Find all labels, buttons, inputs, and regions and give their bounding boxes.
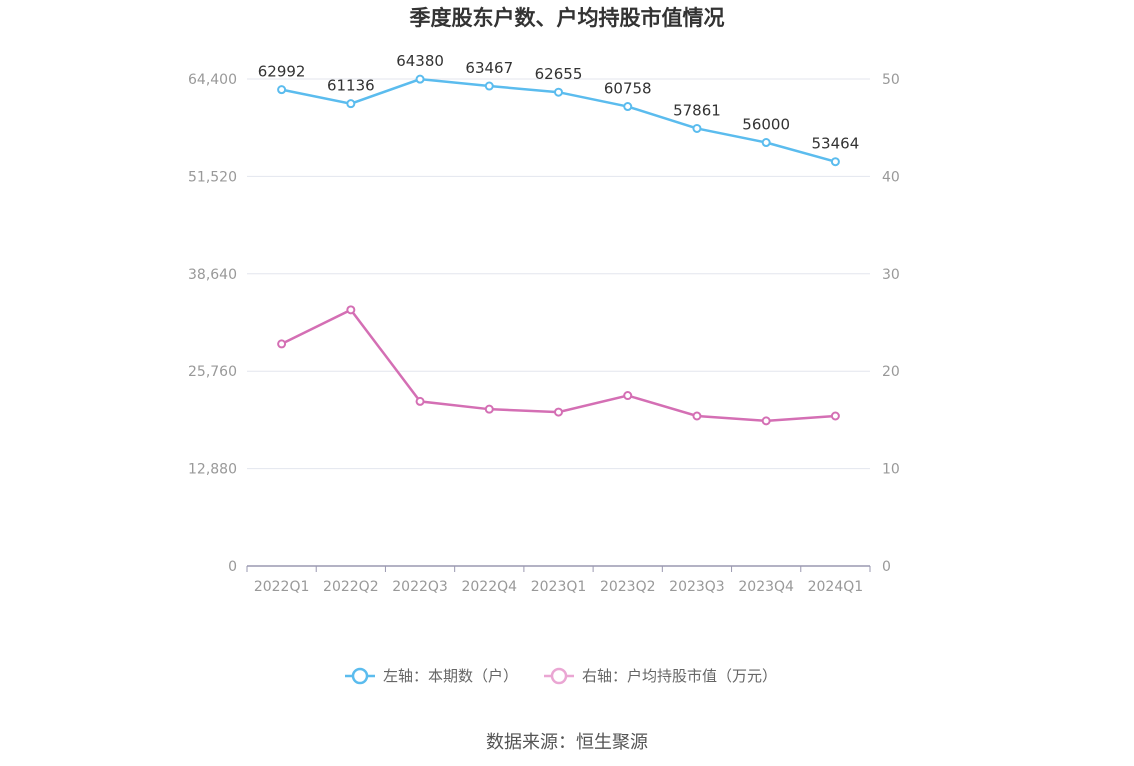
data-point bbox=[346, 305, 356, 315]
data-point bbox=[761, 138, 771, 148]
left-tick-label: 0 bbox=[228, 559, 237, 575]
left-tick-label: 51,520 bbox=[188, 169, 237, 185]
data-point bbox=[415, 74, 425, 84]
left-tick-label: 64,400 bbox=[188, 72, 237, 88]
x-tick-label: 2024Q1 bbox=[808, 579, 864, 595]
legend-marker bbox=[351, 667, 369, 685]
left-tick-label: 25,760 bbox=[188, 364, 237, 380]
data-label: 60758 bbox=[604, 80, 652, 98]
data-label: 64380 bbox=[396, 52, 444, 70]
legend-label: 右轴：户均持股市值（万元） bbox=[582, 667, 777, 685]
left-tick-label: 12,880 bbox=[188, 462, 237, 478]
data-point bbox=[830, 411, 840, 421]
data-point bbox=[415, 396, 425, 406]
legend-item: 右轴：户均持股市值（万元） bbox=[544, 667, 777, 685]
right-tick-label: 0 bbox=[882, 559, 891, 575]
axes: 0 0 12,880 10 25,760 20 38,640 30 51,520 40 64,400… bbox=[188, 72, 900, 595]
data-label: 63467 bbox=[465, 59, 513, 77]
x-tick-label: 2022Q2 bbox=[323, 579, 379, 595]
left-tick-label: 38,640 bbox=[188, 267, 237, 283]
data-point bbox=[277, 85, 287, 95]
data-label: 61136 bbox=[327, 77, 375, 95]
series-2 bbox=[277, 305, 840, 426]
data-point bbox=[692, 411, 702, 421]
grid bbox=[247, 78, 870, 470]
right-tick-label: 20 bbox=[882, 364, 900, 380]
right-tick-label: 50 bbox=[882, 72, 900, 88]
data-label: 53464 bbox=[812, 135, 860, 153]
x-tick-label: 2023Q2 bbox=[600, 579, 656, 595]
right-tick-label: 30 bbox=[882, 267, 900, 283]
legend: 左轴：本期数（户） 右轴：户均持股市值（万元） bbox=[345, 667, 777, 685]
data-point bbox=[554, 407, 563, 417]
data-point bbox=[761, 416, 771, 426]
source-text: 数据来源：恒生聚源 bbox=[486, 732, 648, 753]
x-tick-label: 2023Q1 bbox=[531, 579, 587, 595]
legend-label: 左轴：本期数（户） bbox=[383, 667, 518, 685]
data-point bbox=[623, 391, 633, 401]
legend-item: 左轴：本期数（户） bbox=[345, 667, 518, 685]
data-label: 62655 bbox=[535, 65, 583, 83]
series: 62992 61136 64380 63467 62655 60758 57861 56000… bbox=[258, 52, 860, 426]
data-label: 62992 bbox=[258, 63, 306, 81]
data-point bbox=[346, 99, 356, 109]
x-tick-label: 2023Q3 bbox=[669, 579, 725, 595]
x-tick-label: 2022Q1 bbox=[254, 579, 310, 595]
data-point bbox=[554, 87, 563, 97]
right-tick-label: 40 bbox=[882, 169, 900, 185]
data-point bbox=[484, 404, 494, 414]
data-label: 57861 bbox=[673, 101, 721, 119]
chart-title: 季度股东户数、户均持股市值情况 bbox=[410, 6, 725, 30]
right-tick-label: 10 bbox=[882, 462, 900, 478]
data-point bbox=[277, 339, 287, 349]
data-point bbox=[484, 81, 494, 91]
data-point bbox=[692, 123, 702, 133]
data-label: 56000 bbox=[742, 116, 790, 134]
series-line bbox=[281, 308, 836, 423]
x-tick-label: 2023Q4 bbox=[738, 579, 794, 595]
x-tick-label: 2022Q3 bbox=[392, 579, 448, 595]
x-tick-label: 2022Q4 bbox=[461, 579, 517, 595]
series-1: 62992 61136 64380 63467 62655 60758 57861 56000… bbox=[258, 52, 860, 167]
legend-marker bbox=[550, 667, 568, 685]
data-point bbox=[623, 102, 633, 112]
data-point bbox=[830, 157, 840, 167]
